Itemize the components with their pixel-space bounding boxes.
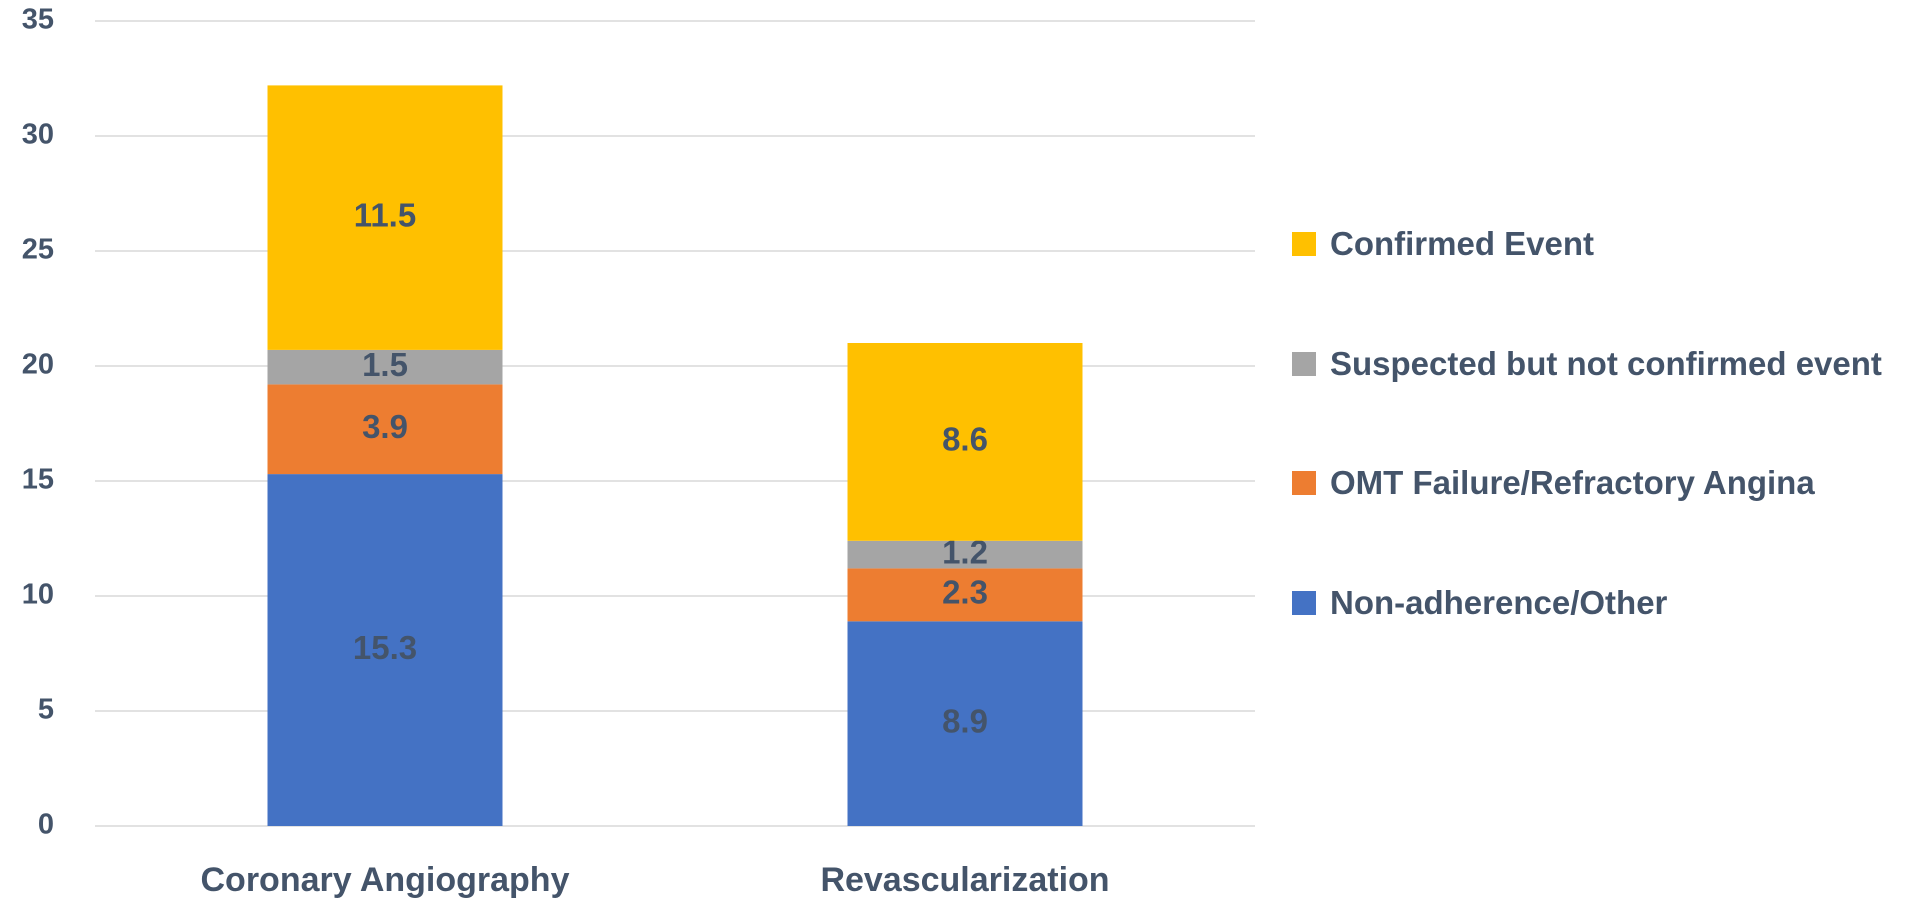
- legend-swatch: [1292, 591, 1316, 615]
- bar-segment: [267, 474, 503, 826]
- y-tick-label: 25: [22, 234, 54, 266]
- y-tick-label: 30: [22, 119, 54, 151]
- data-label: 15.3: [353, 629, 417, 666]
- data-label: 2.3: [942, 574, 988, 611]
- y-tick-label: 35: [22, 4, 54, 36]
- legend-label: Suspected but not confirmed event: [1330, 345, 1882, 382]
- y-tick-label: 20: [22, 349, 54, 381]
- data-label: 11.5: [354, 196, 416, 233]
- x-tick-label: Revascularization: [820, 861, 1109, 899]
- legend-swatch: [1292, 232, 1316, 256]
- legend-item: OMT Failure/Refractory Angina: [1292, 457, 1815, 509]
- bar-segment: [267, 349, 503, 385]
- x-tick-label: Coronary Angiography: [201, 861, 570, 899]
- legend-item: Confirmed Event: [1292, 218, 1594, 270]
- legend-swatch: [1292, 352, 1316, 376]
- y-tick-label: 5: [38, 694, 54, 726]
- legend-label: Non-adherence/Other: [1330, 584, 1668, 621]
- legend-label: OMT Failure/Refractory Angina: [1330, 464, 1815, 501]
- bar-segment: [847, 621, 1083, 826]
- legend-label: Confirmed Event: [1330, 225, 1595, 262]
- y-tick-label: 0: [38, 809, 54, 841]
- data-label: 3.9: [362, 408, 408, 445]
- bar-segment: [267, 85, 503, 350]
- data-label: 8.9: [942, 702, 988, 739]
- legend-swatch: [1292, 471, 1316, 495]
- data-label: 1.5: [362, 346, 408, 383]
- y-tick-label: 10: [22, 579, 54, 611]
- y-tick-label: 15: [22, 464, 54, 496]
- bar-segment: [267, 384, 503, 475]
- bar-segment: [847, 343, 1083, 541]
- legend-item: Suspected but not confirmed event: [1292, 338, 1882, 390]
- data-label: 8.6: [942, 421, 988, 458]
- legend-item: Non-adherence/Other: [1292, 577, 1667, 629]
- bar-segment: [847, 540, 1083, 569]
- bar-segment: [847, 568, 1083, 622]
